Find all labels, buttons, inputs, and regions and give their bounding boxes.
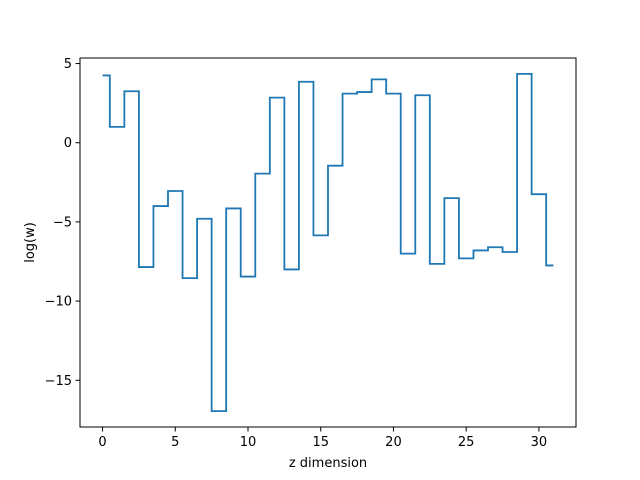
x-tick-label: 5 <box>171 435 179 450</box>
y-tick-label: 5 <box>64 57 72 72</box>
y-tick-label: −15 <box>45 374 72 389</box>
x-tick-label: 30 <box>531 435 548 450</box>
y-tick-label: −10 <box>45 295 72 310</box>
x-axis: 0 5 10 15 20 25 30 <box>98 427 547 450</box>
axes-frame <box>79 57 577 428</box>
y-tick-label: −5 <box>53 215 72 230</box>
x-tick-label: 20 <box>385 435 402 450</box>
x-tick-label: 10 <box>240 435 257 450</box>
y-tick-label: 0 <box>64 136 72 151</box>
x-tick-label: 15 <box>312 435 329 450</box>
y-axis: 5 0 −5 −10 −15 <box>45 57 80 389</box>
x-tick-label: 25 <box>458 435 475 450</box>
series-line-0 <box>102 72 554 413</box>
y-axis-label: log(w) <box>23 222 38 263</box>
x-axis-label: z dimension <box>289 456 367 471</box>
plot-area <box>102 72 554 413</box>
x-tick-label: 0 <box>98 435 106 450</box>
